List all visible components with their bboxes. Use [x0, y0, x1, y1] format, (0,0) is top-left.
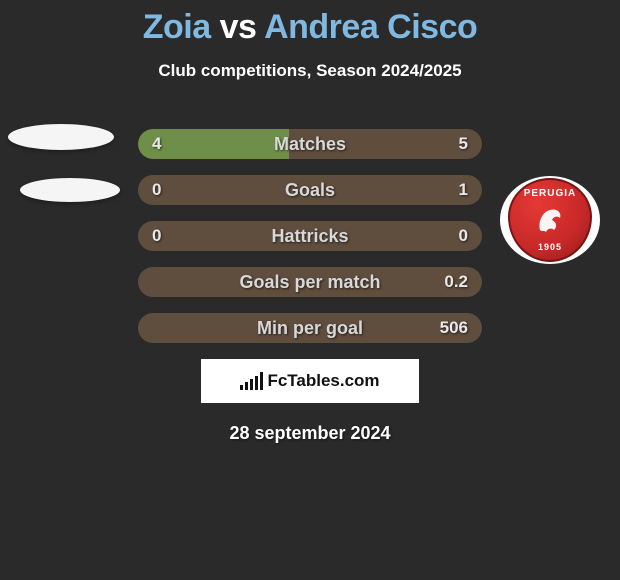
placeholder-ellipse: [20, 178, 120, 202]
stat-value-right: 0: [459, 221, 468, 251]
crest-shield: PERUGIA 1905: [508, 178, 592, 262]
stat-value-right: 0.2: [444, 267, 468, 297]
stat-value-right: 506: [440, 313, 468, 343]
stat-label: Goals: [138, 175, 482, 205]
stat-label: Matches: [138, 129, 482, 159]
fctables-logo: FcTables.com: [240, 371, 379, 391]
season-subtitle: Club competitions, Season 2024/2025: [0, 61, 620, 81]
stat-row: 0Goals1: [138, 175, 482, 205]
stat-label: Min per goal: [138, 313, 482, 343]
stat-value-right: 5: [459, 129, 468, 159]
branding-text: FcTables.com: [267, 371, 379, 391]
logo-bar: [255, 376, 258, 390]
stat-value-right: 1: [459, 175, 468, 205]
griffin-icon: [532, 202, 568, 238]
stat-row: 4Matches5: [138, 129, 482, 159]
snapshot-date: 28 september 2024: [0, 423, 620, 444]
crest-year: 1905: [510, 242, 590, 252]
logo-bars-icon: [240, 372, 263, 390]
logo-bar: [240, 385, 243, 390]
stat-row: Goals per match0.2: [138, 267, 482, 297]
club-crest-perugia: PERUGIA 1905: [502, 176, 598, 264]
logo-bar: [250, 379, 253, 390]
stat-row: 0Hattricks0: [138, 221, 482, 251]
branding-box: FcTables.com: [201, 359, 419, 403]
comparison-title: Zoia vs Andrea Cisco: [0, 0, 620, 47]
crest-club-name: PERUGIA: [510, 188, 590, 199]
logo-bar: [245, 382, 248, 390]
stat-label: Hattricks: [138, 221, 482, 251]
vs-label: vs: [220, 8, 257, 46]
stat-label: Goals per match: [138, 267, 482, 297]
player1-name: Zoia: [143, 8, 211, 46]
placeholder-ellipse: [8, 124, 114, 150]
player2-name: Andrea Cisco: [264, 8, 477, 46]
stat-row: Min per goal506: [138, 313, 482, 343]
logo-bar: [260, 372, 263, 390]
